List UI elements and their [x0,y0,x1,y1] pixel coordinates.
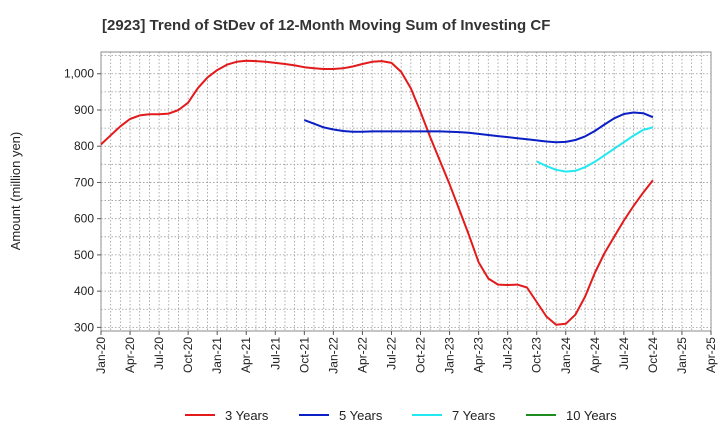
y-tick-label: 1,000 [64,67,94,81]
x-tick-label: Jan-23 [443,337,457,374]
x-tick-label: Jan-21 [210,337,224,374]
series-line-1 [303,111,654,144]
x-tick-label: Oct-20 [181,337,195,373]
y-axis-ticks: 300 400 500 600 700 800 900 1,000 [64,67,101,334]
chart-title: [2923] Trend of StDev of 12-Month Moving… [102,17,550,34]
x-tick-label: Jul-20 [152,337,166,370]
x-tick-label: Jan-20 [94,337,108,374]
x-tick-label: Jan-22 [326,337,340,374]
x-tick-label: Oct-23 [530,337,544,373]
y-tick-label: 500 [74,248,94,262]
y-tick-label: 400 [74,284,94,298]
x-tick-label: Jan-25 [675,337,689,374]
plot-frame [100,51,712,332]
y-tick-label: 800 [74,139,94,153]
y-tick-label: 700 [74,175,94,189]
y-tick-label: 300 [74,320,94,334]
x-tick-label: Jul-21 [268,337,282,370]
grid-lines [100,52,712,331]
x-tick-label: Apr-25 [704,337,718,373]
series-lines [100,59,654,326]
x-tick-label: Oct-21 [297,337,311,373]
legend-label: 5 Years [339,408,383,423]
plot-area [100,51,712,332]
legend: 3 Years 5 Years 7 Years 10 Years [185,408,617,423]
x-axis-ticks: Jan-20 Apr-20 Jul-20 Oct-20 Jan-21 Apr-21 Jul-… [94,331,718,374]
x-tick-label: Oct-22 [414,337,428,373]
x-tick-label: Apr-21 [239,337,253,373]
x-tick-label: Apr-24 [588,337,602,373]
x-tick-label: Oct-24 [646,337,660,373]
series-line-2 [536,126,654,173]
legend-label: 7 Years [452,408,496,423]
y-axis-label: Amount (million yen) [8,132,23,251]
y-tick-label: 900 [74,103,94,117]
x-tick-label: Apr-23 [472,337,486,373]
legend-label: 3 Years [225,408,269,423]
y-tick-label: 600 [74,212,94,226]
x-tick-label: Apr-20 [123,337,137,373]
legend-label: 10 Years [566,408,617,423]
series-line-0 [100,59,654,326]
x-tick-label: Jul-23 [501,337,515,370]
x-tick-label: Jul-22 [384,337,398,370]
x-tick-label: Jan-24 [559,337,573,374]
x-tick-label: Jul-24 [617,337,631,370]
x-tick-label: Apr-22 [355,337,369,373]
